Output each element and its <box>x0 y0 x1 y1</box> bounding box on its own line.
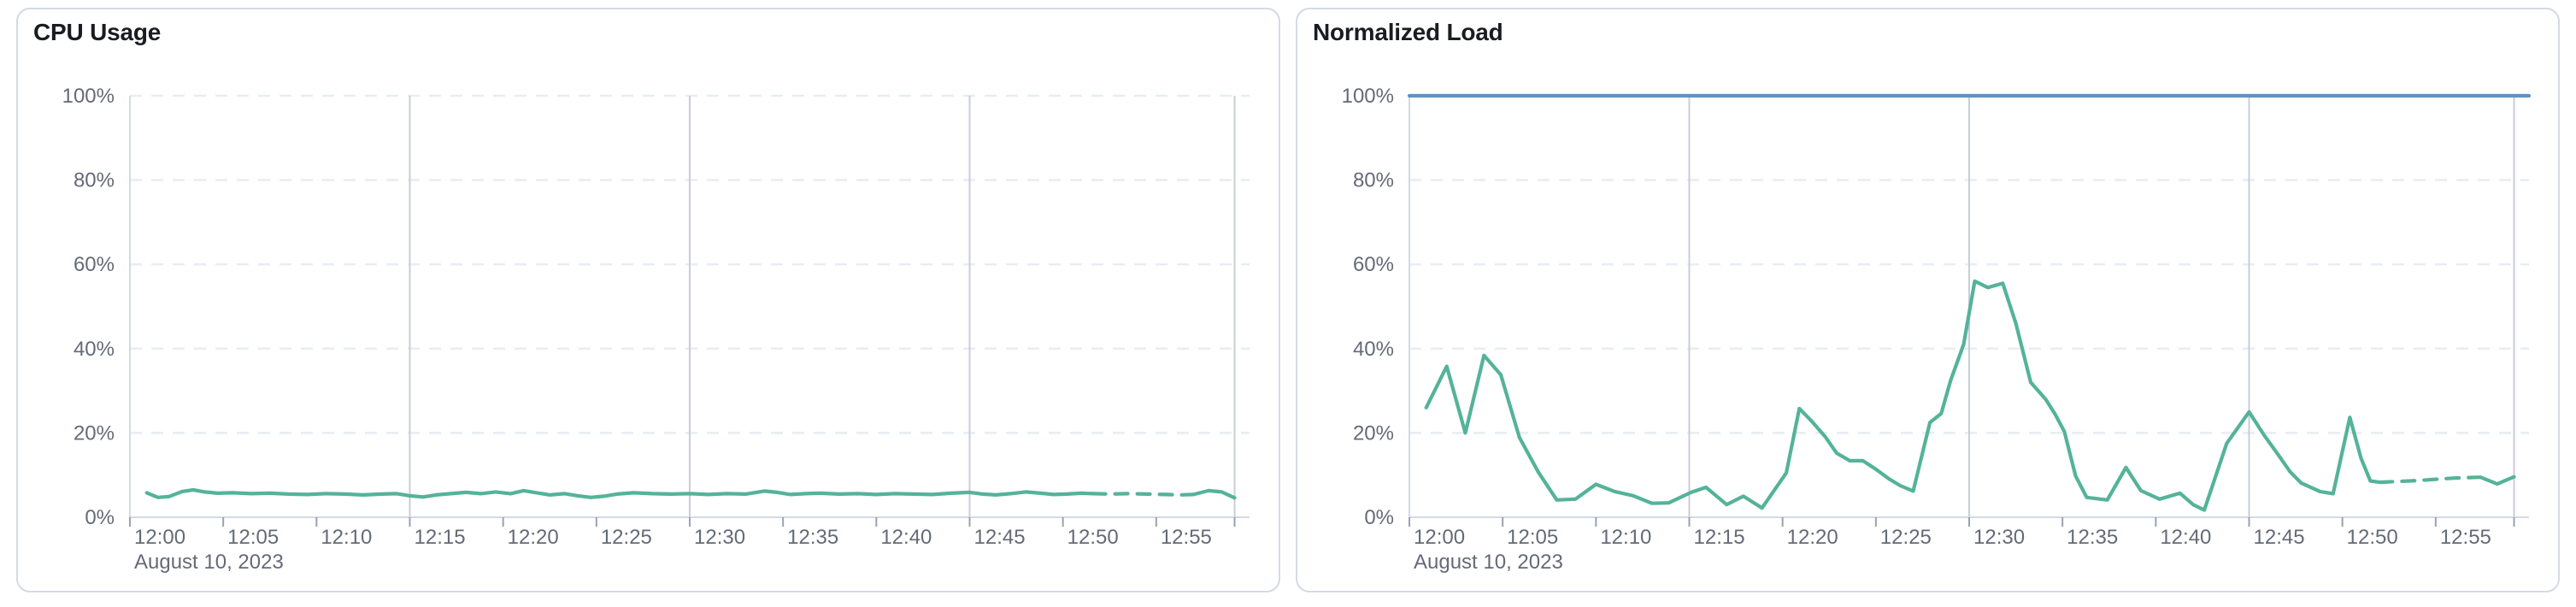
y-axis-tick-label: 0% <box>1364 506 1394 529</box>
y-axis-tick-label: 80% <box>1353 169 1394 192</box>
x-axis-tick-label: 12:35 <box>787 526 838 549</box>
x-axis-tick-label: 12:55 <box>1161 526 1212 549</box>
x-axis-tick-label: 12:20 <box>1787 526 1838 549</box>
x-axis-date-label: August 10, 2023 <box>1414 551 1563 574</box>
x-axis-tick-label: 12:50 <box>2347 526 2398 549</box>
series-line-solid <box>1424 279 2382 512</box>
x-axis-tick-label: 12:35 <box>2067 526 2118 549</box>
series-line-dashed <box>1091 492 1196 498</box>
x-axis-tick-label: 12:10 <box>1600 526 1651 549</box>
normalized-load-chart[interactable]: 12:00 12:05 12:10 12:15 12:20 12:25 12:30 12:35… <box>1297 9 2558 591</box>
y-axis-tick-label: 40% <box>1353 338 1394 361</box>
x-axis-tick-label: 12:50 <box>1067 526 1119 549</box>
normalized-load-panel-title: Normalized Load <box>1313 19 1503 45</box>
x-axis-tick-label: 12:10 <box>321 526 372 549</box>
normalized-load-panel: Normalized Load 12:00 12:05 12:10 12:15 12:2… <box>1296 8 2560 592</box>
x-axis-tick-label: 12:40 <box>2160 526 2211 549</box>
x-axis-tick-label: 12:20 <box>508 526 559 549</box>
cpu-usage-panel: CPU Usage 12:00 12:05 12:10 12:15 12:20 12:25… <box>16 8 1280 592</box>
x-axis-date-label: August 10, 2023 <box>134 551 284 574</box>
y-axis-tick-label: 60% <box>1353 253 1394 276</box>
x-axis-tick-label: 12:55 <box>2440 526 2491 549</box>
x-axis-tick-label: 12:15 <box>1694 526 1745 549</box>
x-axis-tick-label: 12:05 <box>1507 526 1558 549</box>
x-axis-tick-label: 12:05 <box>227 526 279 549</box>
y-axis-tick-label: 40% <box>74 338 115 361</box>
x-axis-tick-label: 12:30 <box>694 526 745 549</box>
x-axis-tick-label: 12:25 <box>601 526 652 549</box>
series-line-solid <box>2479 474 2516 486</box>
series-line-dashed <box>2378 475 2483 485</box>
x-axis-tick-label: 12:25 <box>1880 526 1932 549</box>
cpu-usage-panel-title: CPU Usage <box>33 19 162 45</box>
cpu-usage-chart[interactable]: 12:00 12:05 12:10 12:15 12:20 12:25 12:30 12:35… <box>18 9 1279 591</box>
y-axis-tick-label: 20% <box>74 421 115 445</box>
y-axis-tick-label: 0% <box>85 506 115 529</box>
x-axis-tick-label: 12:45 <box>2254 526 2305 549</box>
x-axis-tick-label: 12:00 <box>134 526 185 549</box>
y-axis-tick-label: 80% <box>74 169 115 192</box>
x-axis-tick-label: 12:00 <box>1414 526 1465 549</box>
y-axis-tick-label: 60% <box>74 253 115 276</box>
series-line-solid <box>144 487 1095 499</box>
y-axis-tick-label: 100% <box>62 85 115 108</box>
x-axis-tick-label: 12:15 <box>415 526 466 549</box>
y-axis-tick-label: 20% <box>1353 421 1394 445</box>
x-axis-tick-label: 12:45 <box>974 526 1026 549</box>
x-axis-tick-label: 12:40 <box>880 526 932 549</box>
x-axis-tick-label: 12:30 <box>1973 526 2025 549</box>
y-axis-tick-label: 100% <box>1342 85 1394 108</box>
series-line-solid <box>1191 488 1237 500</box>
